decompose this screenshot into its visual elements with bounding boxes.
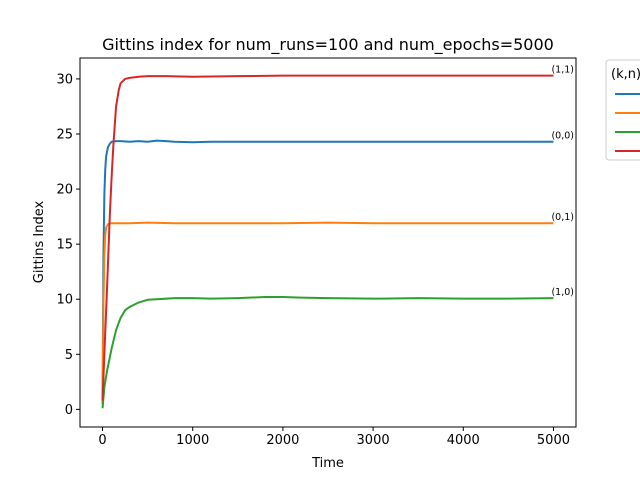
series-end-labels: (0,0) (0,1) (1,0) (1,1) (551, 65, 574, 299)
y-axis-label: Gittins Index (32, 200, 47, 283)
y-tick-label: 5 (65, 348, 73, 363)
x-tick-label: 3000 (357, 433, 390, 448)
legend-items (615, 93, 640, 152)
y-axis: 0 5 10 15 20 25 30 (56, 72, 80, 418)
x-tick-label: 4000 (447, 433, 480, 448)
series-end-label: (1,0) (551, 287, 574, 298)
x-tick-label: 2000 (266, 433, 299, 448)
legend-title: (k,n) (611, 67, 640, 82)
series-line (101, 74, 554, 401)
y-tick-label: 10 (56, 293, 73, 308)
y-tick-label: 20 (56, 183, 73, 198)
x-tick-label: 1000 (176, 433, 209, 448)
x-tick-label: 5000 (537, 433, 570, 448)
legend-box (605, 59, 640, 161)
series-line (101, 139, 554, 404)
series-end-label: (0,1) (551, 212, 574, 223)
axes-frame (79, 57, 577, 428)
plot-area (101, 74, 554, 409)
chart-title: Gittins index for num_runs=100 and num_e… (102, 35, 554, 55)
series-line (101, 221, 554, 404)
series-end-label: (1,1) (551, 65, 574, 76)
legend: (k,n) (605, 59, 640, 161)
y-tick-label: 30 (56, 72, 73, 87)
x-tick-label: 0 (98, 433, 106, 448)
x-axis: 0 1000 2000 3000 4000 5000 (98, 427, 570, 448)
y-tick-label: 0 (65, 403, 73, 418)
x-axis-label: Time (311, 456, 344, 471)
y-tick-label: 15 (56, 238, 73, 253)
series-end-label: (0,0) (551, 131, 574, 142)
series-line (101, 296, 554, 409)
y-tick-label: 25 (56, 128, 73, 143)
